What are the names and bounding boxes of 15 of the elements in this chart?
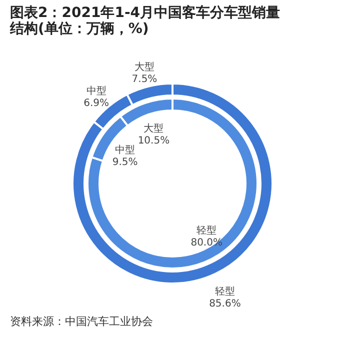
slice-label: 轻型 (214, 285, 235, 298)
data-label: 10.5% (138, 136, 170, 147)
text: 结构(单位：万辆，%) (10, 21, 149, 37)
data-label: 7.5% (132, 74, 158, 85)
data-label: 9.5% (112, 157, 138, 168)
data-label: 6.9% (84, 98, 110, 109)
slice-label: 轻型 (196, 224, 217, 236)
slice-label: 中型 (86, 84, 106, 97)
slice-label: 大型 (144, 122, 164, 135)
slice-label: 大型 (134, 60, 154, 73)
text: 图表2：2021年1-4月中国客车分车型销量 (10, 5, 280, 21)
data-label: 85.6% (209, 298, 241, 310)
donut-slice (72, 82, 274, 284)
text: 资料来源：中国汽车工业协会 (10, 315, 153, 328)
slice-label: 中型 (115, 144, 136, 156)
